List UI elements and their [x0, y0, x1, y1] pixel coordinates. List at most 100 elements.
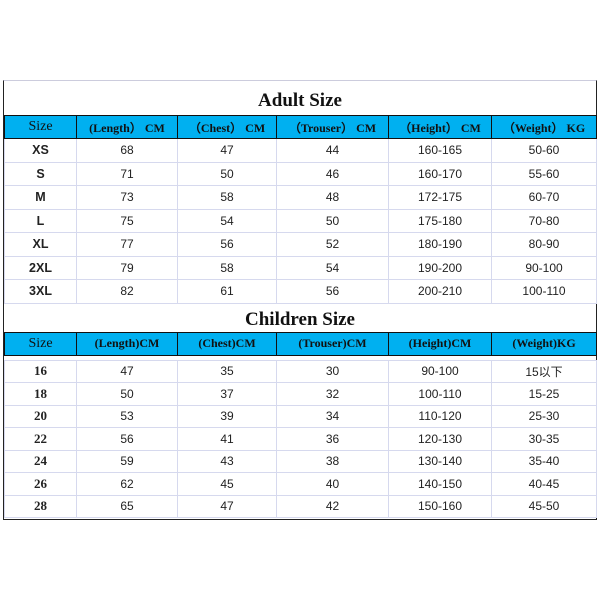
value-cell: 35 [177, 359, 277, 383]
value-cell: 77 [76, 232, 178, 257]
value-cell: 61 [177, 279, 277, 304]
value-cell: 120-130 [388, 427, 492, 451]
value-cell: 53 [76, 404, 178, 428]
value-cell: 47 [76, 359, 178, 383]
adult-size-title: Adult Size [258, 90, 342, 111]
table-row: 16 47 35 30 90-100 15以下 [4, 359, 597, 383]
value-cell: 47 [177, 494, 277, 518]
value-cell: 68 [76, 138, 178, 163]
value-cell: 50 [177, 161, 277, 186]
size-cell: M [4, 185, 77, 210]
value-cell: 190-200 [388, 255, 492, 280]
table-row: 26 62 45 40 140-150 40-45 [4, 472, 597, 496]
value-cell: 110-120 [388, 404, 492, 428]
column-header: (Chest)CM [177, 331, 277, 356]
size-cell: 2XL [4, 255, 77, 280]
children-size-title: Children Size [245, 308, 355, 330]
value-cell: 160-165 [388, 138, 492, 163]
table-row: 22 56 41 36 120-130 30-35 [4, 427, 597, 451]
value-cell: 50 [76, 382, 178, 406]
table-row: L 75 54 50 175-180 70-80 [4, 208, 597, 233]
value-cell: 47 [177, 138, 277, 163]
value-cell: 50 [276, 208, 389, 233]
table-row: 3XL 82 61 56 200-210 100-110 [4, 279, 597, 304]
adult-size-table: Size (Length） CM （Chest） CM （Trouser） CM （He… [4, 115, 597, 304]
table-row: S 71 50 46 160-170 55-60 [4, 161, 597, 186]
value-cell: 36 [276, 427, 389, 451]
value-cell: 52 [276, 232, 389, 257]
children-header-row: Size (Length)CM (Chest)CM (Trouser)CM (Heigh… [4, 331, 597, 356]
value-cell: 150-160 [388, 494, 492, 518]
value-cell: 175-180 [388, 208, 492, 233]
size-cell: S [4, 161, 77, 186]
value-cell: 15-25 [491, 382, 597, 406]
value-cell: 60-70 [491, 185, 597, 210]
value-cell: 56 [76, 427, 178, 451]
column-header: Size [4, 115, 77, 139]
value-cell: 43 [177, 449, 277, 473]
value-cell: 180-190 [388, 232, 492, 257]
size-cell: XL [4, 232, 77, 257]
column-header: (Weight)KG [491, 331, 597, 356]
column-header: （Chest） CM [177, 115, 277, 139]
value-cell: 55-60 [491, 161, 597, 186]
table-row: 24 59 43 38 130-140 35-40 [4, 449, 597, 473]
value-cell: 62 [76, 472, 178, 496]
table-row: 2XL 79 58 54 190-200 90-100 [4, 255, 597, 280]
value-cell: 100-110 [388, 382, 492, 406]
table-row: XS 68 47 44 160-165 50-60 [4, 138, 597, 163]
table-row: 20 53 39 34 110-120 25-30 [4, 404, 597, 428]
value-cell: 73 [76, 185, 178, 210]
value-cell: 90-100 [491, 255, 597, 280]
value-cell: 34 [276, 404, 389, 428]
value-cell: 37 [177, 382, 277, 406]
size-cell: 22 [4, 427, 77, 451]
value-cell: 100-110 [491, 279, 597, 304]
value-cell: 140-150 [388, 472, 492, 496]
column-header: Size [4, 331, 77, 356]
value-cell: 40 [276, 472, 389, 496]
size-cell: 24 [4, 449, 77, 473]
value-cell: 42 [276, 494, 389, 518]
value-cell: 172-175 [388, 185, 492, 210]
value-cell: 39 [177, 404, 277, 428]
value-cell: 32 [276, 382, 389, 406]
column-header: (Length)CM [76, 331, 178, 356]
value-cell: 160-170 [388, 161, 492, 186]
adult-header-row: Size (Length） CM （Chest） CM （Trouser） CM （He… [4, 115, 597, 139]
size-cell: L [4, 208, 77, 233]
value-cell: 56 [276, 279, 389, 304]
size-cell: 20 [4, 404, 77, 428]
value-cell: 71 [76, 161, 178, 186]
children-size-table: Size (Length)CM (Chest)CM (Trouser)CM (Heigh… [4, 331, 597, 519]
value-cell: 40-45 [491, 472, 597, 496]
value-cell: 50-60 [491, 138, 597, 163]
table-row: 18 50 37 32 100-110 15-25 [4, 382, 597, 406]
value-cell: 54 [276, 255, 389, 280]
size-cell: XS [4, 138, 77, 163]
value-cell: 44 [276, 138, 389, 163]
value-cell: 35-40 [491, 449, 597, 473]
table-row: 28 65 47 42 150-160 45-50 [4, 494, 597, 518]
value-cell: 58 [177, 185, 277, 210]
value-cell: 48 [276, 185, 389, 210]
value-cell: 15以下 [491, 359, 597, 383]
column-header: （Height） CM [388, 115, 492, 139]
column-header: (Height)CM [388, 331, 492, 356]
column-header: (Trouser)CM [276, 331, 389, 356]
column-header: (Length） CM [76, 115, 178, 139]
value-cell: 46 [276, 161, 389, 186]
value-cell: 30-35 [491, 427, 597, 451]
size-cell: 16 [4, 359, 77, 383]
value-cell: 58 [177, 255, 277, 280]
size-cell: 28 [4, 494, 77, 518]
value-cell: 80-90 [491, 232, 597, 257]
value-cell: 65 [76, 494, 178, 518]
value-cell: 90-100 [388, 359, 492, 383]
table-row: XL 77 56 52 180-190 80-90 [4, 232, 597, 257]
value-cell: 75 [76, 208, 178, 233]
value-cell: 70-80 [491, 208, 597, 233]
value-cell: 130-140 [388, 449, 492, 473]
value-cell: 200-210 [388, 279, 492, 304]
size-chart: Adult Size Size (Length） CM （Chest） CM （Tro… [3, 80, 597, 520]
